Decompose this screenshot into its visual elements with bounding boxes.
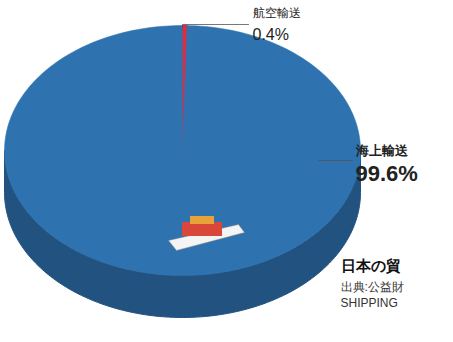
svg-text:日本の貿: 日本の貿: [341, 257, 401, 275]
svg-text:0.4%: 0.4%: [253, 26, 289, 43]
svg-text:海上輸送: 海上輸送: [355, 143, 409, 158]
svg-text:99.6%: 99.6%: [356, 161, 418, 186]
svg-text:SHIPPING: SHIPPING: [341, 296, 398, 310]
svg-text:航空輸送: 航空輸送: [253, 6, 301, 20]
svg-text:出典:公益財: 出典:公益財: [341, 280, 404, 294]
